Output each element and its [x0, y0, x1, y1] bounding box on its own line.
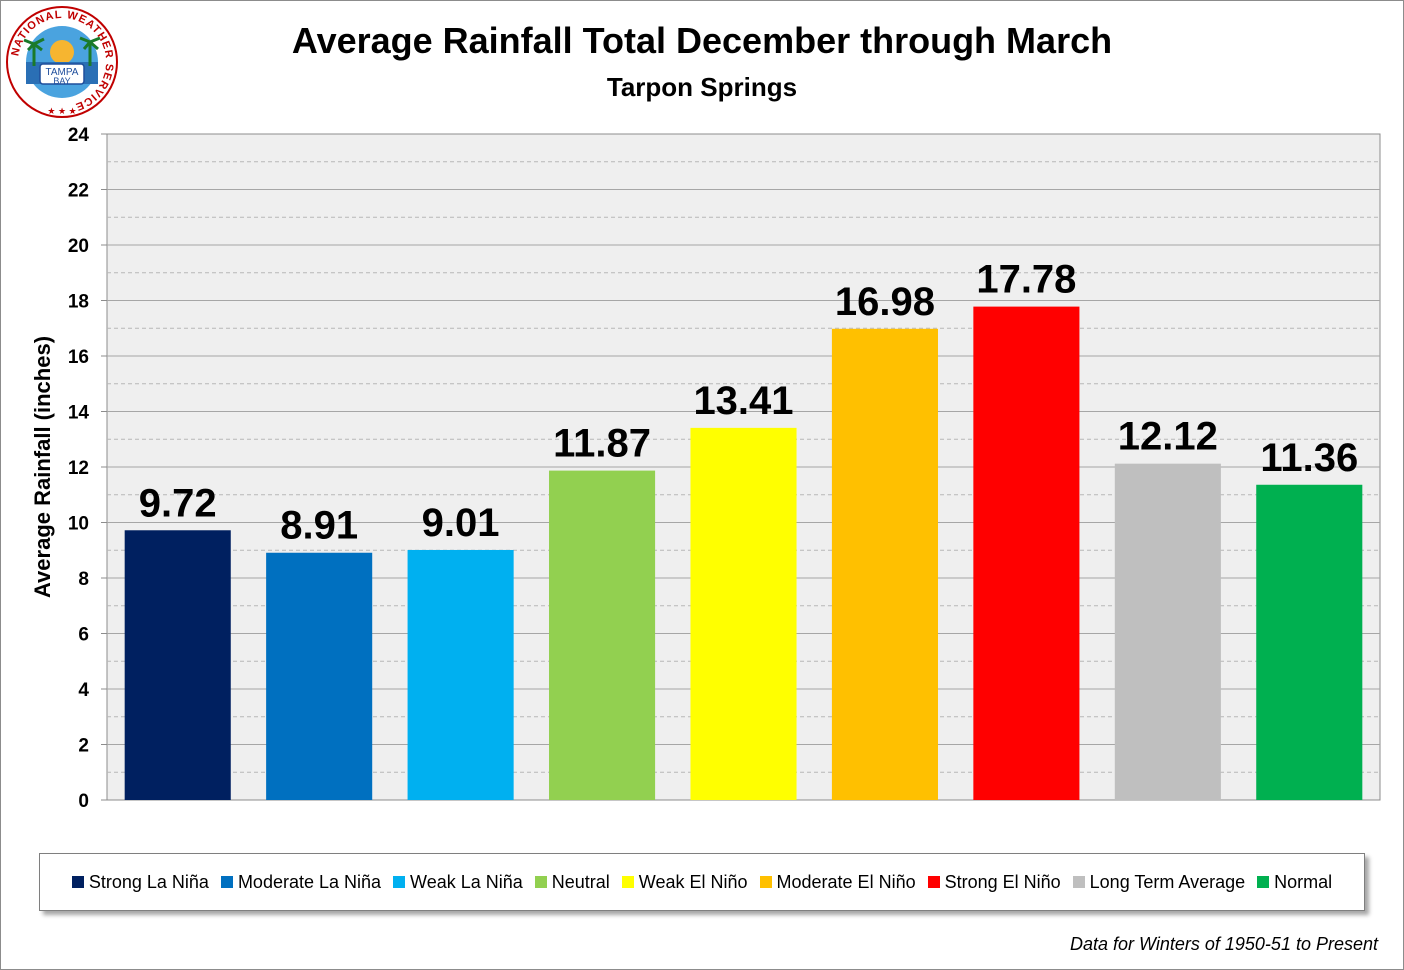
legend-item: Strong El Niño — [927, 871, 1061, 893]
legend-swatch — [393, 876, 406, 888]
y-tick-label: 6 — [78, 625, 89, 646]
bar-value-label: 13.41 — [693, 379, 793, 423]
y-tick-label: 22 — [68, 181, 89, 202]
legend-swatch — [1072, 876, 1085, 888]
legend: Strong La Niña Moderate La Niña Weak La Ni… — [39, 853, 1365, 911]
legend-label: Moderate El Niño — [776, 871, 916, 892]
legend-label: Weak La Niña — [410, 871, 523, 892]
y-tick-label: 0 — [78, 791, 89, 812]
bar-value-label: 9.72 — [139, 481, 217, 525]
y-axis-label: Average Rainfall (inches) — [30, 336, 55, 598]
bar — [549, 470, 656, 800]
bar — [973, 306, 1080, 800]
legend-label: Weak El Niño — [638, 871, 748, 892]
logo-center-line2: BAY — [53, 76, 70, 86]
bar — [1256, 484, 1363, 800]
bar — [690, 427, 797, 800]
bar-value-label: 9.01 — [422, 501, 500, 545]
bar — [831, 328, 938, 800]
legend-swatch — [534, 876, 547, 888]
nws-tampa-bay-logo: TAMPA BAY NATIONAL WEATHER SERVICE ★ ★ ★ — [6, 6, 118, 118]
legend-item: Normal — [1257, 872, 1332, 893]
y-tick-label: 14 — [68, 403, 90, 424]
legend-swatch — [927, 876, 940, 888]
footnote: Data for Winters of 1950-51 to Present — [1070, 934, 1378, 954]
bar-value-label: 17.78 — [976, 258, 1076, 302]
legend-item: Weak El Niño — [621, 871, 748, 893]
y-tick-label: 20 — [68, 236, 89, 257]
bars — [124, 306, 1363, 800]
y-tick-label: 2 — [78, 736, 89, 757]
legend-label: Strong La Niña — [88, 871, 209, 892]
legend-label: Neutral — [551, 871, 610, 892]
legend-swatch — [71, 876, 84, 888]
chart-title: Average Rainfall Total December through … — [291, 20, 1113, 61]
y-tick-label: 18 — [68, 292, 89, 313]
bar-value-label: 8.91 — [280, 504, 358, 548]
legend-swatch — [1257, 876, 1270, 888]
legend-item: Moderate La Niña — [220, 871, 382, 893]
legend-item: Long Term Average — [1072, 871, 1246, 893]
legend-swatch — [220, 876, 233, 888]
legend-item: Strong La Niña — [71, 871, 209, 893]
legend-label: Long Term Average — [1089, 871, 1246, 892]
y-tick-label: 8 — [78, 569, 89, 590]
y-tick-label: 10 — [68, 514, 89, 535]
logo-center-line1: TAMPA — [46, 67, 79, 78]
chart-subtitle: Tarpon Springs — [606, 72, 798, 102]
legend-item: Weak La Niña — [393, 872, 523, 893]
bar — [124, 530, 231, 800]
y-tick-label: 24 — [68, 125, 90, 146]
bar-value-label: 11.36 — [1260, 436, 1358, 480]
bar-value-label: 16.98 — [835, 280, 935, 324]
y-tick-label: 4 — [78, 680, 89, 701]
bar — [407, 549, 514, 800]
logo-stars: ★ ★ ★ — [47, 106, 76, 116]
legend-label: Strong El Niño — [944, 871, 1061, 892]
bar-value-label: 11.87 — [553, 422, 651, 466]
legend-item: Moderate El Niño — [759, 871, 916, 893]
legend-swatch — [621, 876, 634, 888]
value-labels: 9.72 8.91 9.01 11.87 13.41 16.98 17.78 12.12 11.… — [139, 258, 1358, 548]
legend-swatch — [759, 876, 772, 888]
y-tick-label: 16 — [68, 347, 89, 368]
y-tick-label: 12 — [68, 458, 89, 479]
bar — [266, 552, 373, 800]
legend-label: Moderate La Niña — [237, 871, 382, 892]
bar — [1114, 463, 1221, 800]
legend-label: Normal — [1274, 871, 1333, 892]
bar-value-label: 12.12 — [1118, 415, 1218, 459]
legend-item: Neutral — [534, 871, 610, 893]
